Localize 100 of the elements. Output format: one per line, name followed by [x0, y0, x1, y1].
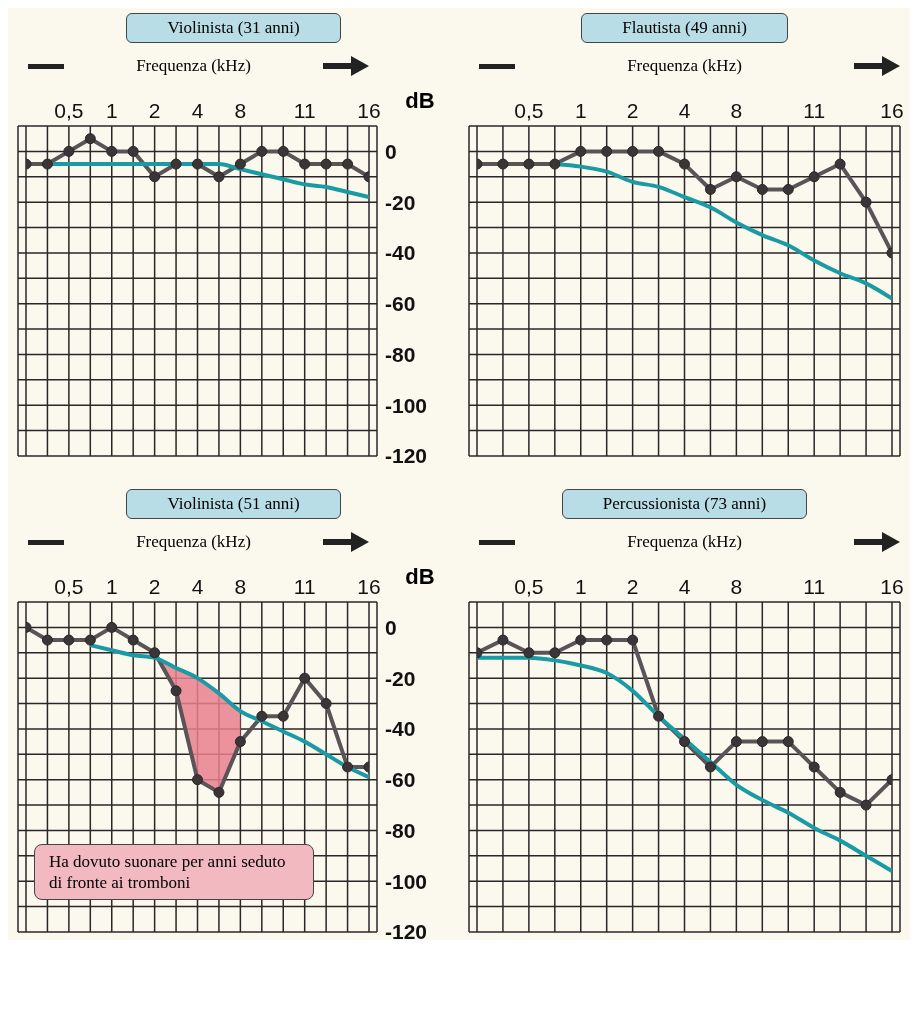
- x-tick-label: 4: [678, 575, 691, 598]
- x-tick-label: 8: [234, 575, 247, 598]
- point: [127, 634, 139, 646]
- point: [704, 183, 716, 195]
- x-tick-label: 0,5: [514, 575, 544, 598]
- point: [808, 761, 820, 773]
- x-tick-label: 2: [626, 99, 639, 122]
- x-tick-label: 1: [105, 575, 118, 598]
- point: [234, 736, 246, 748]
- point: [299, 672, 311, 684]
- x-tick-label: 4: [191, 575, 204, 598]
- point: [63, 145, 75, 157]
- point: [601, 145, 613, 157]
- point: [256, 145, 268, 157]
- x-tick-label: 2: [148, 99, 161, 122]
- point: [704, 761, 716, 773]
- point: [860, 799, 872, 811]
- chart-title: Violinista (31 anni): [126, 13, 341, 43]
- x-tick-label: 4: [191, 99, 204, 122]
- x-tick-label: 1: [105, 99, 118, 122]
- point: [106, 621, 118, 633]
- point: [192, 774, 203, 786]
- x-tick-label: 0,5: [54, 99, 84, 122]
- y-tick-label: -80: [385, 818, 416, 842]
- point: [497, 158, 509, 170]
- x-tick-label: 4: [678, 99, 691, 122]
- point: [575, 145, 587, 157]
- point: [127, 145, 139, 157]
- point: [234, 158, 246, 170]
- chart-title: Flautista (49 anni): [581, 13, 788, 43]
- y-tick-label: 0: [385, 615, 397, 639]
- point: [170, 685, 182, 697]
- y-axis-title: dB: [404, 564, 436, 590]
- x-axis-title: Frequenza (kHz): [626, 56, 743, 76]
- point: [860, 196, 872, 208]
- point: [679, 736, 690, 748]
- x-axis-title: Frequenza (kHz): [135, 56, 252, 76]
- x-tick-label: 16: [880, 99, 904, 122]
- point: [523, 158, 535, 170]
- point: [299, 158, 311, 170]
- point: [170, 158, 182, 170]
- point: [834, 786, 846, 798]
- point: [679, 158, 690, 170]
- point: [342, 158, 354, 170]
- x-tick-label: 8: [730, 99, 743, 122]
- point: [106, 145, 118, 157]
- point: [834, 158, 846, 170]
- point: [653, 710, 665, 722]
- point: [256, 710, 268, 722]
- point: [627, 145, 639, 157]
- point: [756, 736, 768, 748]
- y-tick-label: -100: [385, 393, 428, 417]
- point: [497, 634, 509, 646]
- x-tick-label: 11: [803, 99, 826, 122]
- point: [601, 634, 613, 646]
- x-tick-label: 8: [234, 99, 247, 122]
- point: [277, 145, 289, 157]
- y-tick-label: -80: [385, 342, 416, 366]
- x-axis-title: Frequenza (kHz): [626, 532, 743, 552]
- y-tick-label: -120: [385, 920, 428, 944]
- point: [627, 634, 639, 646]
- point: [149, 647, 161, 659]
- y-tick-label: 0: [385, 139, 397, 163]
- point: [213, 171, 225, 183]
- annotation: Ha dovuto suonare per anni seduto di fronte ai tromboni: [34, 843, 314, 900]
- y-tick-label: -40: [385, 717, 416, 741]
- x-tick-label: 11: [293, 575, 316, 598]
- point: [808, 171, 820, 183]
- point: [192, 158, 203, 170]
- x-tick-label: 16: [880, 575, 904, 598]
- x-tick-label: 2: [626, 575, 639, 598]
- point: [213, 786, 225, 798]
- point: [653, 145, 665, 157]
- point: [730, 736, 742, 748]
- point: [84, 133, 96, 145]
- point: [730, 171, 742, 183]
- x-tick-label: 16: [357, 99, 381, 122]
- y-axis-title: dB: [404, 88, 436, 114]
- point: [756, 183, 768, 195]
- point: [782, 183, 794, 195]
- y-tick-label: -120: [385, 444, 428, 468]
- chart-title: Violinista (51 anni): [126, 489, 341, 519]
- y-tick-label: -20: [385, 666, 416, 690]
- point: [782, 736, 794, 748]
- x-tick-label: 1: [574, 99, 587, 122]
- point: [320, 698, 332, 710]
- x-tick-label: 11: [293, 99, 316, 122]
- point: [523, 647, 535, 659]
- x-tick-label: 8: [730, 575, 743, 598]
- chart-title: Percussionista (73 anni): [561, 489, 808, 519]
- point: [549, 647, 561, 659]
- x-tick-label: 0,5: [514, 99, 544, 122]
- y-tick-label: -60: [385, 768, 416, 792]
- x-tick-label: 11: [803, 575, 826, 598]
- x-tick-label: 2: [148, 575, 161, 598]
- point: [320, 158, 332, 170]
- point: [277, 710, 289, 722]
- point: [575, 634, 587, 646]
- y-tick-label: -100: [385, 869, 428, 893]
- x-tick-label: 1: [574, 575, 587, 598]
